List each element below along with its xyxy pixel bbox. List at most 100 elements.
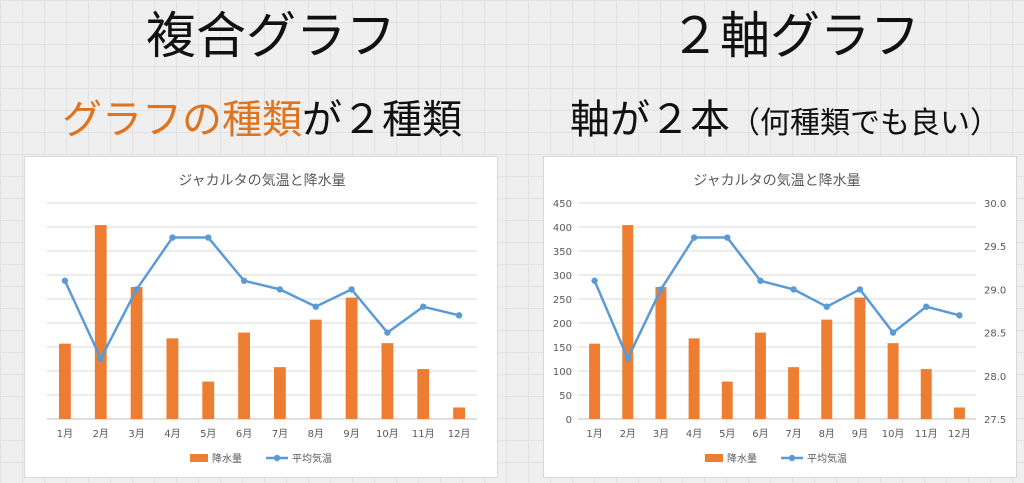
x-tick-label: 6月 — [236, 428, 252, 440]
x-tick-label: 7月 — [272, 428, 288, 440]
temperature-point-8 — [312, 303, 319, 310]
temperature-point-3 — [133, 286, 140, 293]
legend-line-marker — [788, 454, 796, 462]
legend-bar-label: 降水量 — [727, 452, 757, 465]
bar-5 — [721, 381, 733, 419]
bar-11 — [920, 369, 932, 419]
x-tick-label: 5月 — [719, 428, 735, 440]
y2-tick-label: 30.0 — [984, 199, 1006, 210]
y-tick-label: 300 — [553, 271, 572, 282]
bar-1 — [589, 343, 601, 419]
bar-6 — [754, 332, 766, 419]
temperature-point-5 — [205, 234, 212, 241]
temperature-point-9 — [856, 286, 864, 293]
x-tick-label: 5月 — [200, 428, 216, 440]
bar-4 — [166, 338, 179, 419]
x-tick-label: 7月 — [785, 428, 801, 440]
x-tick-label: 9月 — [852, 428, 868, 440]
bar-6 — [238, 332, 250, 419]
y2-tick-label: 27.5 — [984, 415, 1006, 426]
y-tick-label: 350 — [553, 247, 572, 258]
x-tick-label: 8月 — [819, 428, 835, 440]
bar-3 — [130, 287, 143, 419]
left-subheading: グラフの種類が２種類 — [62, 92, 462, 148]
legend-bar-swatch — [705, 454, 723, 462]
x-tick-label: 1月 — [586, 428, 602, 440]
x-tick-label: 2月 — [93, 428, 109, 440]
temperature-point-6 — [240, 277, 248, 284]
y2-tick-label: 29.0 — [984, 285, 1006, 296]
left-heading: 複合グラフ — [146, 7, 396, 65]
temperature-point-2 — [624, 355, 631, 362]
temperature-point-11 — [420, 303, 427, 310]
right-subheading: 軸が２本（何種類でも良い） — [570, 92, 1000, 152]
legend-bar-label: 降水量 — [212, 452, 242, 465]
bar-12 — [453, 407, 465, 419]
chart-title: ジャカルタの気温と降水量 — [178, 173, 345, 189]
y-tick-label: 200 — [553, 319, 572, 330]
left-subheading-rest: が２種類 — [302, 97, 462, 143]
bar-4 — [688, 338, 700, 419]
combo-chart-panel: ジャカルタの気温と降水量 1月 2月 3月 4月 5月 6月 7月 8月 9月 10月 11月 12月降… — [24, 156, 498, 478]
bar-11 — [417, 369, 430, 419]
temperature-point-4 — [690, 234, 698, 241]
temperature-line — [63, 236, 460, 360]
legend-line-label: 平均気温 — [292, 452, 332, 465]
x-tick-label: 9月 — [343, 428, 359, 440]
temperature-line — [593, 236, 960, 360]
x-tick-label: 3月 — [128, 428, 144, 440]
x-tick-label: 6月 — [752, 428, 768, 440]
dual-axis-chart: ジャカルタの気温と降水量 0 50 100 150 200 250 300 350 400 450 2… — [553, 173, 1006, 465]
left-subheading-accent: グラフの種類 — [62, 97, 302, 143]
bar-1 — [59, 343, 71, 419]
x-tick-label: 12月 — [948, 428, 971, 440]
bar-3 — [655, 287, 667, 419]
y2-tick-label: 28.0 — [984, 372, 1006, 383]
right-subheading-main: 軸が２本 — [570, 97, 730, 143]
right-subheading-paren: （何種類でも良い） — [730, 106, 1000, 141]
temperature-point-9 — [348, 286, 355, 293]
temperature-point-11 — [923, 303, 930, 310]
bar-8 — [309, 319, 322, 419]
x-tick-label: 11月 — [915, 428, 938, 440]
right-heading: ２軸グラフ — [670, 7, 920, 65]
bar-7 — [788, 367, 800, 419]
y-tick-label: 150 — [553, 343, 572, 354]
bar-10 — [381, 343, 394, 419]
x-tick-label: 11月 — [412, 428, 435, 440]
temperature-point-2 — [97, 355, 104, 362]
legend-line-label: 平均気温 — [807, 452, 847, 465]
x-tick-label: 3月 — [653, 428, 669, 440]
temperature-point-5 — [724, 234, 731, 241]
x-tick-label: 10月 — [882, 428, 905, 440]
legend-line-marker — [273, 454, 281, 462]
x-tick-label: 4月 — [686, 428, 702, 440]
bar-9 — [854, 297, 866, 419]
y2-tick-label: 28.5 — [984, 329, 1006, 340]
y-tick-label: 50 — [559, 391, 572, 402]
dual-axis-chart-panel: ジャカルタの気温と降水量 0 50 100 150 200 250 300 350 400 450 2… — [543, 156, 1017, 478]
temperature-point-7 — [276, 286, 284, 293]
y2-tick-label: 29.5 — [984, 242, 1006, 253]
x-tick-label: 12月 — [448, 428, 471, 440]
bar-12 — [953, 407, 965, 419]
bar-7 — [274, 367, 286, 419]
y-tick-label: 0 — [566, 415, 572, 426]
temperature-point-1 — [591, 277, 598, 284]
y-tick-label: 400 — [553, 223, 572, 234]
x-tick-label: 4月 — [164, 428, 180, 440]
bar-2 — [94, 225, 107, 419]
temperature-point-4 — [169, 234, 176, 241]
temperature-point-8 — [823, 303, 830, 310]
x-tick-label: 1月 — [57, 428, 73, 440]
bar-10 — [887, 343, 899, 419]
x-tick-label: 2月 — [620, 428, 636, 440]
legend-bar-swatch — [190, 454, 208, 462]
temperature-point-3 — [657, 286, 665, 293]
chart-title: ジャカルタの気温と降水量 — [693, 173, 860, 189]
x-tick-label: 8月 — [308, 428, 324, 440]
x-tick-label: 10月 — [376, 428, 399, 440]
y-tick-label: 450 — [553, 199, 572, 210]
bar-5 — [202, 381, 215, 419]
temperature-point-10 — [384, 329, 391, 336]
